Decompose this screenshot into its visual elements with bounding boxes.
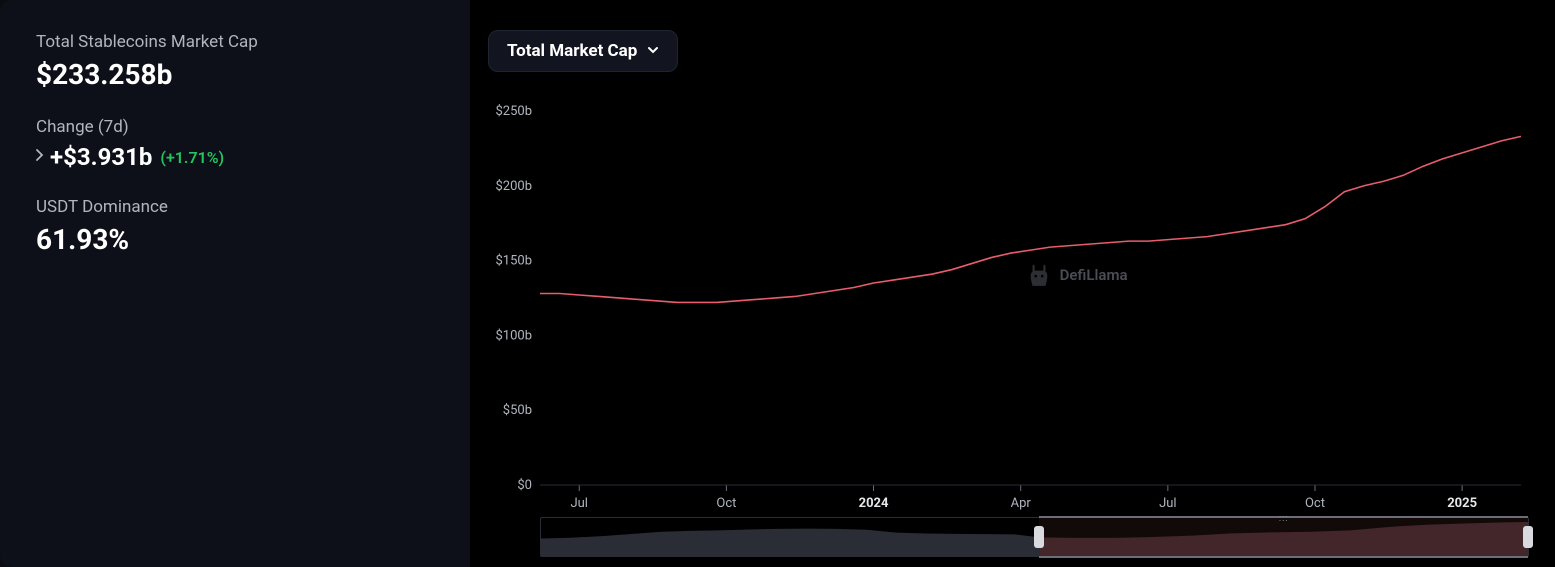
chart-area[interactable]: $0 $50b $100b $150b $200b $250b Jul Oct 2024 Apr J… [480, 86, 1533, 517]
svg-text:2025: 2025 [1447, 496, 1477, 511]
time-brush[interactable]: ::: [540, 517, 1529, 557]
change-row[interactable]: +$3.931b (+1.71%) [36, 143, 434, 171]
market-cap-block: Total Stablecoins Market Cap $233.258b [36, 32, 434, 91]
svg-text:$200b: $200b [495, 179, 532, 194]
svg-text:$100b: $100b [495, 328, 532, 343]
metric-dropdown[interactable]: Total Market Cap [488, 30, 678, 72]
chart-panel: Total Market Cap $0 $50b $100b $150b $200b $2… [470, 0, 1555, 567]
brush-selection[interactable]: ::: [1039, 516, 1528, 558]
dominance-block: USDT Dominance 61.93% [36, 197, 434, 256]
change-percent: (+1.71%) [160, 148, 224, 167]
svg-text:Jul: Jul [1159, 496, 1177, 511]
dominance-value: 61.93% [36, 223, 434, 256]
svg-text:$150b: $150b [495, 254, 532, 269]
dominance-label: USDT Dominance [36, 197, 434, 217]
chevron-down-icon [647, 41, 659, 61]
svg-text:Apr: Apr [1011, 496, 1032, 511]
svg-text:2024: 2024 [859, 496, 889, 511]
change-block: Change (7d) +$3.931b (+1.71%) [36, 117, 434, 171]
line-chart[interactable]: $0 $50b $100b $150b $200b $250b Jul Oct 2024 Apr J… [480, 86, 1533, 517]
market-cap-value: $233.258b [36, 58, 434, 91]
svg-text:$250b: $250b [495, 104, 532, 119]
svg-text:Jul: Jul [570, 496, 588, 511]
svg-text:Oct: Oct [716, 496, 736, 511]
svg-text:Oct: Oct [1305, 496, 1325, 511]
stats-sidebar: Total Stablecoins Market Cap $233.258b C… [0, 0, 470, 567]
svg-text:$0: $0 [517, 478, 532, 493]
svg-text:$50b: $50b [503, 403, 532, 418]
grip-icon: ::: [1279, 514, 1289, 524]
dropdown-label: Total Market Cap [507, 41, 637, 61]
brush-handle-right[interactable] [1523, 526, 1533, 548]
market-cap-label: Total Stablecoins Market Cap [36, 32, 434, 52]
change-label: Change (7d) [36, 117, 434, 137]
chevron-right-icon [36, 149, 44, 165]
brush-handle-left[interactable] [1034, 526, 1044, 548]
change-value: +$3.931b [50, 143, 152, 171]
